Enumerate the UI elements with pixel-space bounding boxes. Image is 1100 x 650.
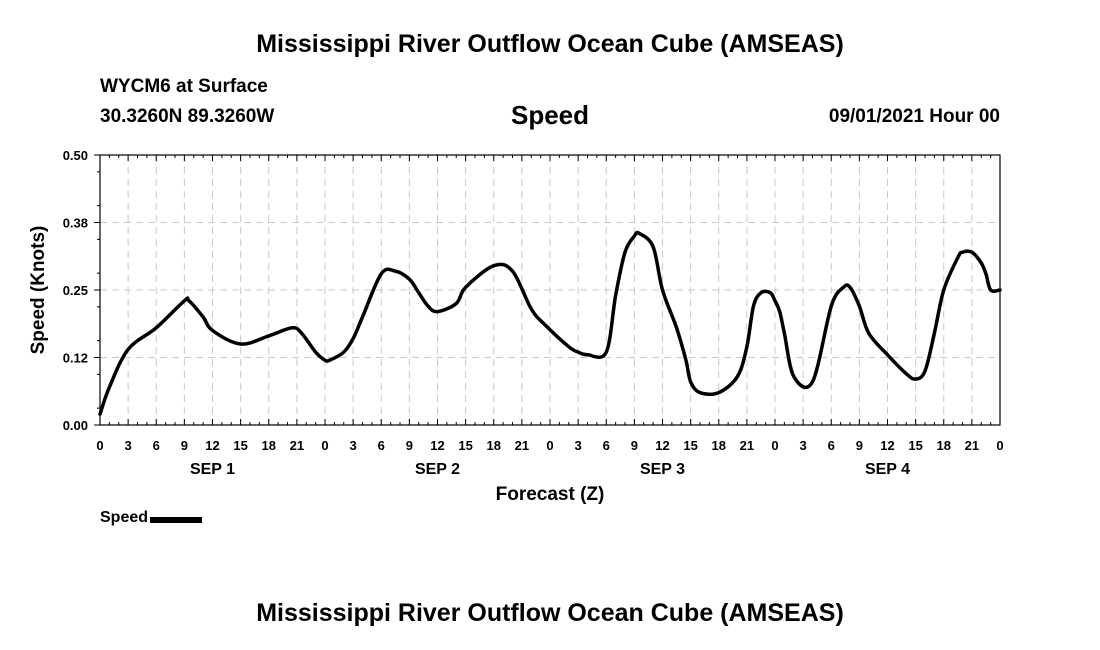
- y-tick-label: 0.38: [63, 216, 88, 231]
- day-label: SEP 4: [865, 461, 910, 478]
- x-tick-label: 0: [321, 438, 328, 453]
- day-label: SEP 2: [415, 461, 460, 478]
- x-tick-label: 6: [153, 438, 160, 453]
- x-tick-label: 12: [430, 438, 444, 453]
- x-tick-label: 12: [655, 438, 669, 453]
- x-tick-label: 3: [350, 438, 357, 453]
- day-label: SEP 3: [640, 461, 685, 478]
- x-tick-label: 21: [290, 438, 304, 453]
- day-label: SEP 1: [190, 461, 235, 478]
- y-axis-label: Speed (Knots): [28, 226, 49, 355]
- x-tick-label: 6: [828, 438, 835, 453]
- x-tick-label: 3: [575, 438, 582, 453]
- x-tick-label: 18: [937, 438, 951, 453]
- x-tick-label: 12: [205, 438, 219, 453]
- x-tick-label: 3: [125, 438, 132, 453]
- coordinates-label: 30.3260N 89.3260W: [100, 106, 275, 127]
- x-tick-label: 21: [740, 438, 754, 453]
- x-tick-label: 6: [378, 438, 385, 453]
- x-tick-label: 18: [262, 438, 276, 453]
- y-tick-label: 0.25: [63, 283, 88, 298]
- legend: Speed: [100, 509, 203, 527]
- chart-title: Mississippi River Outflow Ocean Cube (AM…: [256, 30, 844, 58]
- x-tick-label: 12: [880, 438, 894, 453]
- x-tick-label: 9: [631, 438, 638, 453]
- x-tick-label: 9: [181, 438, 188, 453]
- x-axis-label: Forecast (Z): [496, 484, 605, 505]
- x-tick-label: 6: [603, 438, 610, 453]
- x-tick-label: 18: [487, 438, 501, 453]
- x-tick-label: 9: [406, 438, 413, 453]
- x-tick-label: 15: [458, 438, 472, 453]
- legend-swatch: [150, 517, 203, 523]
- x-tick-label: 3: [800, 438, 807, 453]
- y-tick-label: 0.50: [63, 148, 88, 163]
- datetime-label: 09/01/2021 Hour 00: [828, 106, 1000, 127]
- grid-layer: [100, 155, 1000, 425]
- label-layer: 0.00 0.12 0.25 0.38 0.50 0 3 6 9 12 15 18 21 0 3 6 9 12 15…: [63, 148, 1004, 478]
- x-tick-label: 18: [712, 438, 726, 453]
- x-tick-label: 0: [996, 438, 1003, 453]
- y-tick-label: 0.00: [63, 418, 88, 433]
- tick-layer: [94, 154, 1001, 426]
- y-tick-label: 0.12: [63, 351, 88, 366]
- x-tick-label: 0: [771, 438, 778, 453]
- x-tick-label: 15: [233, 438, 247, 453]
- legend-label: Speed: [100, 509, 149, 526]
- station-label: WYCM6 at Surface: [100, 76, 268, 97]
- x-tick-label: 21: [965, 438, 979, 453]
- x-tick-label: 0: [546, 438, 553, 453]
- x-tick-label: 15: [908, 438, 922, 453]
- footer-title: Mississippi River Outflow Ocean Cube (AM…: [256, 599, 844, 627]
- x-tick-label: 15: [683, 438, 697, 453]
- x-tick-label: 9: [856, 438, 863, 453]
- series-line-speed: [98, 230, 1002, 416]
- variable-label: Speed: [510, 100, 590, 130]
- x-tick-label: 0: [96, 438, 103, 453]
- x-tick-label: 21: [515, 438, 529, 453]
